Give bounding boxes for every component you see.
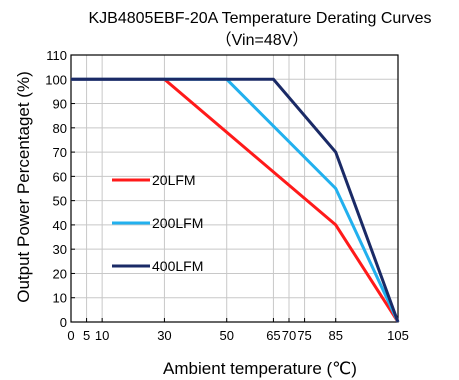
y-tick-label-60: 60 xyxy=(53,169,67,184)
y-tick-label-50: 50 xyxy=(53,194,67,209)
x-tick-label-10: 10 xyxy=(95,328,109,343)
y-tick-label-10: 10 xyxy=(53,291,67,306)
legend-label-20LFM: 20LFM xyxy=(152,172,196,188)
legend: 20LFM 200LFM 400LFM xyxy=(112,172,203,274)
x-tick-label-5: 5 xyxy=(83,328,90,343)
legend-label-400LFM: 400LFM xyxy=(152,258,203,274)
y-tick-label-80: 80 xyxy=(53,121,67,136)
x-tick-label-50: 50 xyxy=(219,328,233,343)
y-tick-label-30: 30 xyxy=(53,242,67,257)
y-tick-label-100: 100 xyxy=(45,72,67,87)
x-tick-label-0: 0 xyxy=(67,328,74,343)
x-tick-label-65: 65 xyxy=(266,328,280,343)
chart-subtitle: （Vin=48V） xyxy=(216,31,309,49)
x-tick-label-105: 105 xyxy=(387,328,409,343)
y-tick-label-40: 40 xyxy=(53,218,67,233)
y-tick-label-110: 110 xyxy=(46,48,67,63)
y-tick-label-0: 0 xyxy=(60,315,67,330)
x-tick-label-85: 85 xyxy=(328,328,342,343)
y-axis-label: Output Power Percentaget (%) xyxy=(14,71,33,303)
legend-label-200LFM: 200LFM xyxy=(152,215,203,231)
chart-title: KJB4805EBF-20A Temperature Derating Curv… xyxy=(89,10,432,27)
x-tick-label-70: 70 xyxy=(282,328,296,343)
y-tick-label-90: 90 xyxy=(53,97,67,112)
y-tick-label-20: 20 xyxy=(53,266,67,281)
x-axis-label: Ambient temperature (℃) xyxy=(163,359,357,378)
x-tick-label-75: 75 xyxy=(297,328,311,343)
y-tick-label-70: 70 xyxy=(53,145,67,160)
x-tick-label-30: 30 xyxy=(157,328,171,343)
